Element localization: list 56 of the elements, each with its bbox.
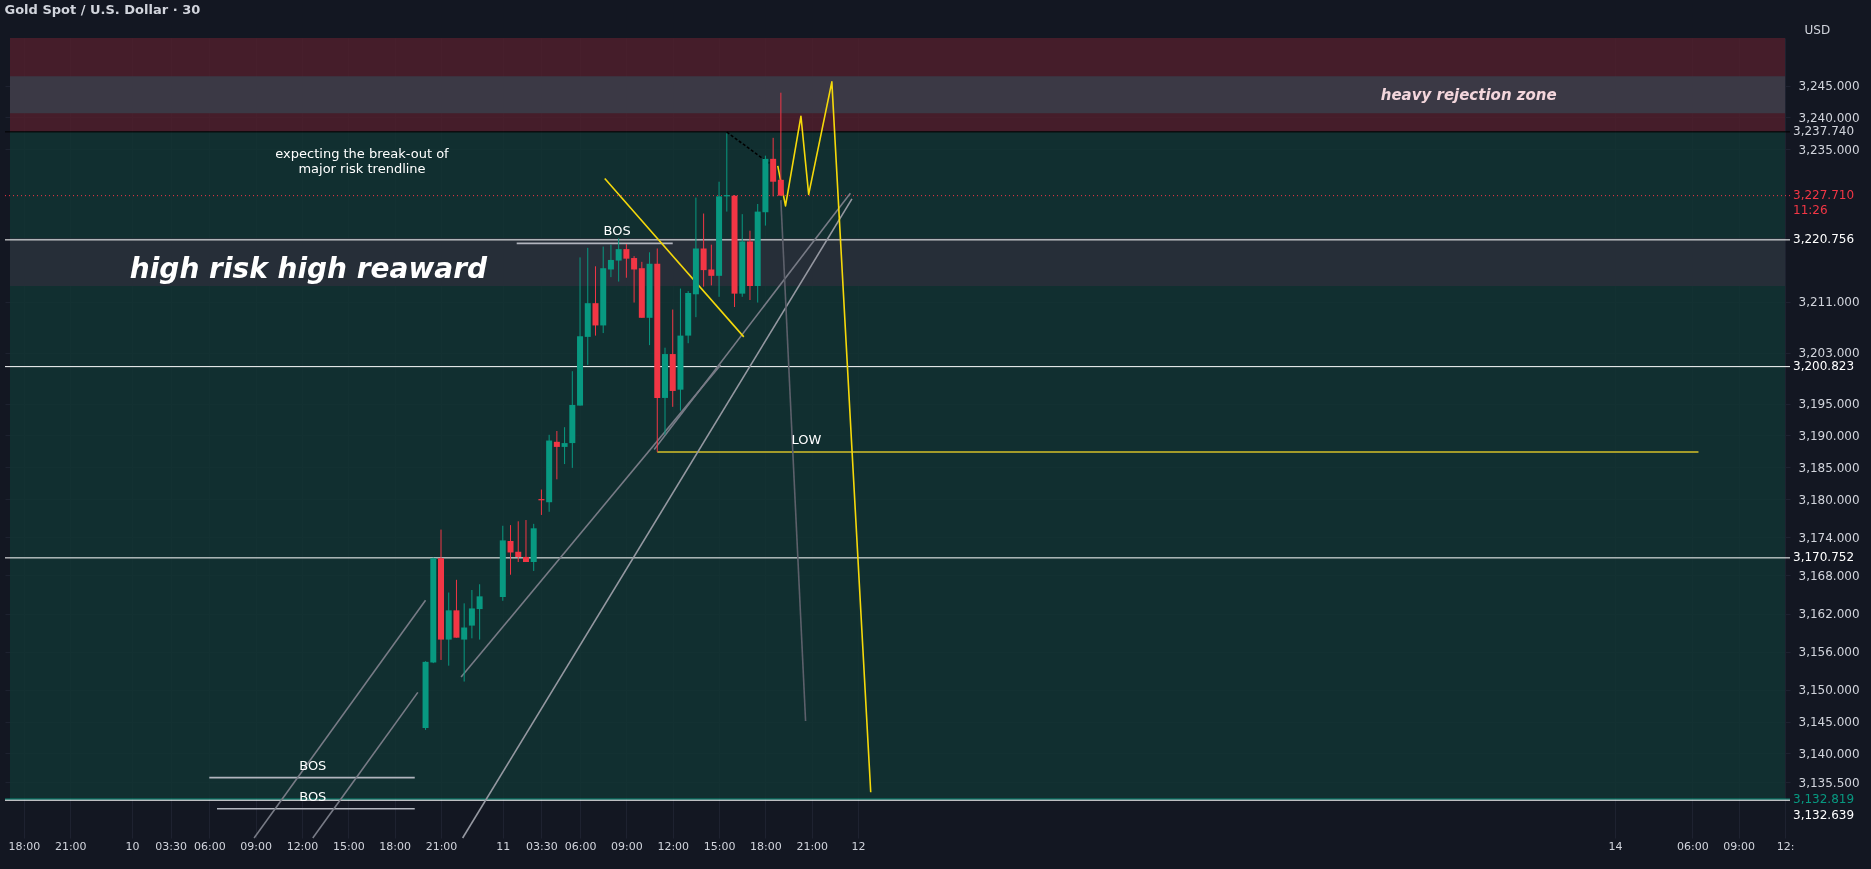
x-tick-label: 21:00 bbox=[796, 839, 829, 853]
y-tick-label: 3,168.000 bbox=[1798, 568, 1860, 583]
chart-title: Gold Spot / U.S. Dollar · 30 bbox=[4, 2, 201, 17]
y-tick-label: 3,162.000 bbox=[1798, 607, 1860, 622]
y-tick-label: 3,195.000 bbox=[1798, 397, 1860, 412]
ref-line-label: 3,170.752 bbox=[1793, 550, 1855, 565]
x-tick-label: 18:00 bbox=[8, 839, 41, 853]
y-tick-label: 3,180.000 bbox=[1798, 492, 1860, 507]
annotation: high risk high reaward bbox=[129, 252, 489, 285]
y-tick-label: 3,145.000 bbox=[1798, 715, 1860, 730]
x-tick-label: 15:00 bbox=[332, 839, 365, 853]
y-tick-label: 3,211.000 bbox=[1798, 295, 1860, 310]
y-tick-label: 3,150.000 bbox=[1798, 683, 1860, 698]
x-tick-label: 06:00 bbox=[1676, 839, 1709, 853]
y-tick-label: 3,174.000 bbox=[1798, 530, 1860, 545]
y-tick-label: 3,235.000 bbox=[1798, 142, 1860, 157]
ref-line-label: 3,200.823 bbox=[1793, 359, 1855, 374]
x-tick-label: 03:30 bbox=[155, 839, 188, 853]
x-tick-label: 09:00 bbox=[240, 839, 272, 853]
annotation: BOS bbox=[603, 223, 631, 239]
x-tick-label: 09:00 bbox=[1723, 839, 1756, 853]
y-tick-label: 3,185.000 bbox=[1798, 460, 1860, 475]
x-tick-label: 06:00 bbox=[193, 839, 226, 853]
y-tick-label: 3,240.000 bbox=[1798, 110, 1860, 125]
x-tick-label: 11 bbox=[496, 839, 511, 853]
y-tick-label: 3,140.000 bbox=[1798, 746, 1860, 761]
x-tick-label: 18:00 bbox=[379, 839, 412, 853]
x-tick-label: 18:00 bbox=[750, 839, 782, 853]
x-tick-label: 12:00 bbox=[657, 839, 690, 853]
y-tick-label: 3,135.500 bbox=[1798, 775, 1860, 790]
y-tick-label: 3,156.000 bbox=[1798, 645, 1860, 660]
ref-line-label: 3,220.756 bbox=[1793, 232, 1855, 247]
annotation: expecting the break-out of major risk trendline bbox=[275, 146, 450, 176]
ref-line-label: 3,237.740 bbox=[1793, 124, 1855, 139]
annotation: LOW bbox=[791, 431, 822, 447]
x-tick-label: 12 bbox=[851, 839, 866, 853]
annotation: BOS bbox=[299, 757, 327, 773]
y-axis-title: USD bbox=[1804, 22, 1831, 37]
x-tick-label: 10 bbox=[125, 839, 140, 853]
annotation: BOS bbox=[299, 788, 327, 804]
y-tick-label: 3,203.000 bbox=[1798, 346, 1860, 361]
x-tick-label: 06:00 bbox=[564, 839, 597, 853]
x-tick-label: 03:30 bbox=[526, 839, 558, 853]
ref-line-label: 3,132.639 bbox=[1793, 807, 1855, 822]
x-tick-label: 15:00 bbox=[703, 839, 736, 853]
y-tick-label: 3,245.000 bbox=[1798, 79, 1860, 94]
ref-line-label: 3,227.710 11:26 bbox=[1793, 188, 1855, 218]
x-tick-label: 21:00 bbox=[425, 839, 458, 853]
band-label: heavy rejection zone bbox=[1380, 85, 1557, 104]
x-tick-label: 09:00 bbox=[611, 839, 643, 853]
x-tick-label: 21:00 bbox=[54, 839, 87, 853]
y-tick-label: 3,190.000 bbox=[1798, 428, 1860, 443]
ref-line-label: 3,132.819 bbox=[1793, 791, 1855, 806]
x-tick-label: 14 bbox=[1608, 839, 1623, 853]
x-tick-label: 12:00 bbox=[286, 839, 319, 853]
x-tick-label: 12: bbox=[1776, 839, 1795, 853]
